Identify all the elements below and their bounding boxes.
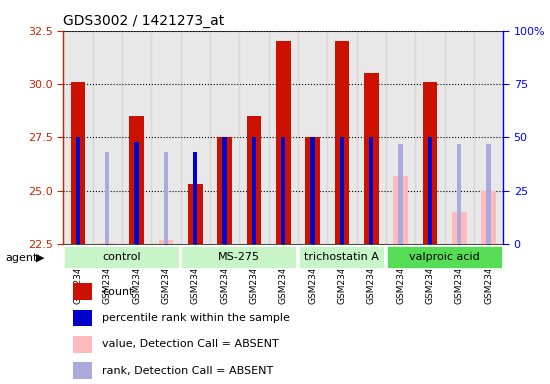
- Bar: [151, 31, 180, 244]
- Bar: [92, 31, 122, 244]
- Bar: [310, 137, 315, 244]
- Bar: [299, 246, 386, 270]
- Bar: [252, 137, 256, 244]
- Bar: [217, 137, 232, 244]
- Bar: [239, 31, 268, 244]
- Bar: [457, 144, 461, 244]
- Bar: [129, 116, 144, 244]
- Text: trichostatin A: trichostatin A: [305, 252, 380, 262]
- Bar: [327, 31, 356, 244]
- Bar: [340, 137, 344, 244]
- Bar: [387, 246, 503, 270]
- Bar: [276, 41, 290, 244]
- Bar: [481, 190, 496, 244]
- Bar: [393, 175, 408, 244]
- Bar: [210, 31, 239, 244]
- Bar: [188, 184, 202, 244]
- Bar: [452, 212, 466, 244]
- Bar: [100, 243, 114, 244]
- Bar: [398, 144, 403, 244]
- Bar: [444, 31, 474, 244]
- Bar: [180, 31, 210, 244]
- Bar: [105, 152, 109, 244]
- Bar: [73, 362, 92, 379]
- Bar: [70, 82, 85, 244]
- Text: valproic acid: valproic acid: [409, 252, 480, 262]
- Bar: [356, 31, 386, 244]
- Bar: [64, 246, 180, 270]
- Bar: [369, 137, 373, 244]
- Text: MS-275: MS-275: [218, 252, 260, 262]
- Bar: [415, 31, 444, 244]
- Bar: [334, 41, 349, 244]
- Bar: [73, 310, 92, 326]
- Bar: [428, 137, 432, 244]
- Text: agent: agent: [6, 253, 38, 263]
- Bar: [63, 31, 92, 244]
- Text: control: control: [103, 252, 141, 262]
- Bar: [298, 31, 327, 244]
- Bar: [164, 152, 168, 244]
- Bar: [305, 137, 320, 244]
- Text: value, Detection Call = ABSENT: value, Detection Call = ABSENT: [102, 339, 279, 349]
- Text: percentile rank within the sample: percentile rank within the sample: [102, 313, 290, 323]
- Bar: [181, 246, 298, 270]
- Bar: [122, 31, 151, 244]
- Bar: [73, 336, 92, 353]
- Bar: [73, 283, 92, 300]
- Bar: [246, 116, 261, 244]
- Bar: [386, 31, 415, 244]
- Bar: [222, 137, 227, 244]
- Bar: [474, 31, 503, 244]
- Bar: [76, 137, 80, 244]
- Text: ▶: ▶: [36, 253, 44, 263]
- Text: count: count: [102, 286, 134, 296]
- Bar: [364, 73, 378, 244]
- Bar: [193, 152, 197, 244]
- Bar: [134, 142, 139, 244]
- Text: rank, Detection Call = ABSENT: rank, Detection Call = ABSENT: [102, 366, 273, 376]
- Text: GDS3002 / 1421273_at: GDS3002 / 1421273_at: [63, 14, 224, 28]
- Bar: [281, 137, 285, 244]
- Bar: [268, 31, 298, 244]
- Bar: [422, 82, 437, 244]
- Bar: [158, 240, 173, 244]
- Bar: [486, 144, 491, 244]
